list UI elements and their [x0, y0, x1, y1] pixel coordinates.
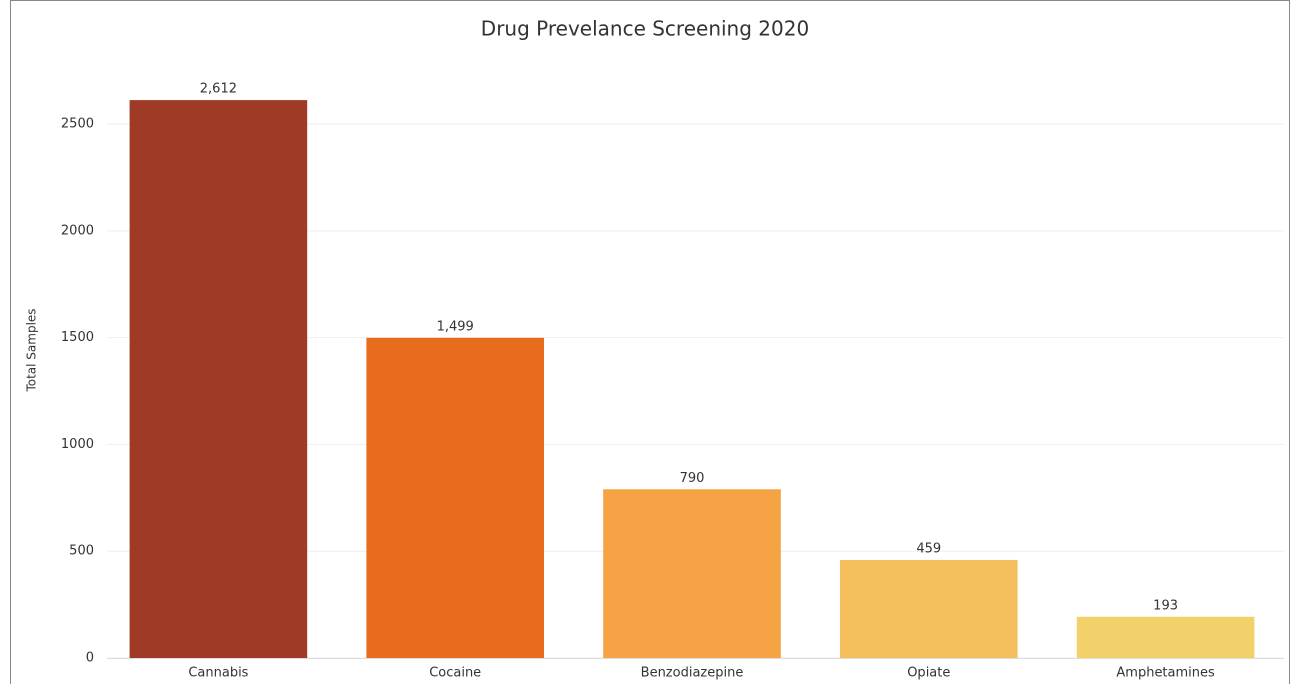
y-tick-label: 1000 — [61, 437, 94, 452]
chart-title: Drug Prevelance Screening 2020 — [481, 17, 809, 41]
x-tick-label: Cannabis — [188, 666, 248, 681]
bar — [840, 559, 1018, 658]
y-tick-label: 0 — [86, 651, 94, 666]
y-tick-label: 1500 — [61, 330, 94, 345]
chart-border — [10, 0, 1290, 684]
value-label: 1,499 — [437, 319, 474, 334]
y-tick-label: 500 — [69, 544, 94, 559]
x-tick-label: Opiate — [907, 666, 950, 681]
value-label: 459 — [916, 541, 941, 556]
x-tick-label: Amphetamines — [1116, 666, 1215, 681]
value-label: 2,612 — [200, 82, 237, 97]
value-label: 193 — [1153, 598, 1178, 613]
y-tick-label: 2500 — [61, 117, 94, 132]
bar — [1076, 616, 1255, 658]
y-tick-label: 2000 — [61, 223, 94, 238]
x-tick-label: Cocaine — [429, 666, 481, 681]
x-tick-label: Benzodiazepine — [641, 666, 744, 681]
bar — [366, 337, 544, 658]
value-label: 790 — [680, 471, 705, 486]
bar — [129, 100, 308, 658]
bar — [603, 489, 781, 658]
y-axis-label: Total Samples — [25, 308, 39, 392]
